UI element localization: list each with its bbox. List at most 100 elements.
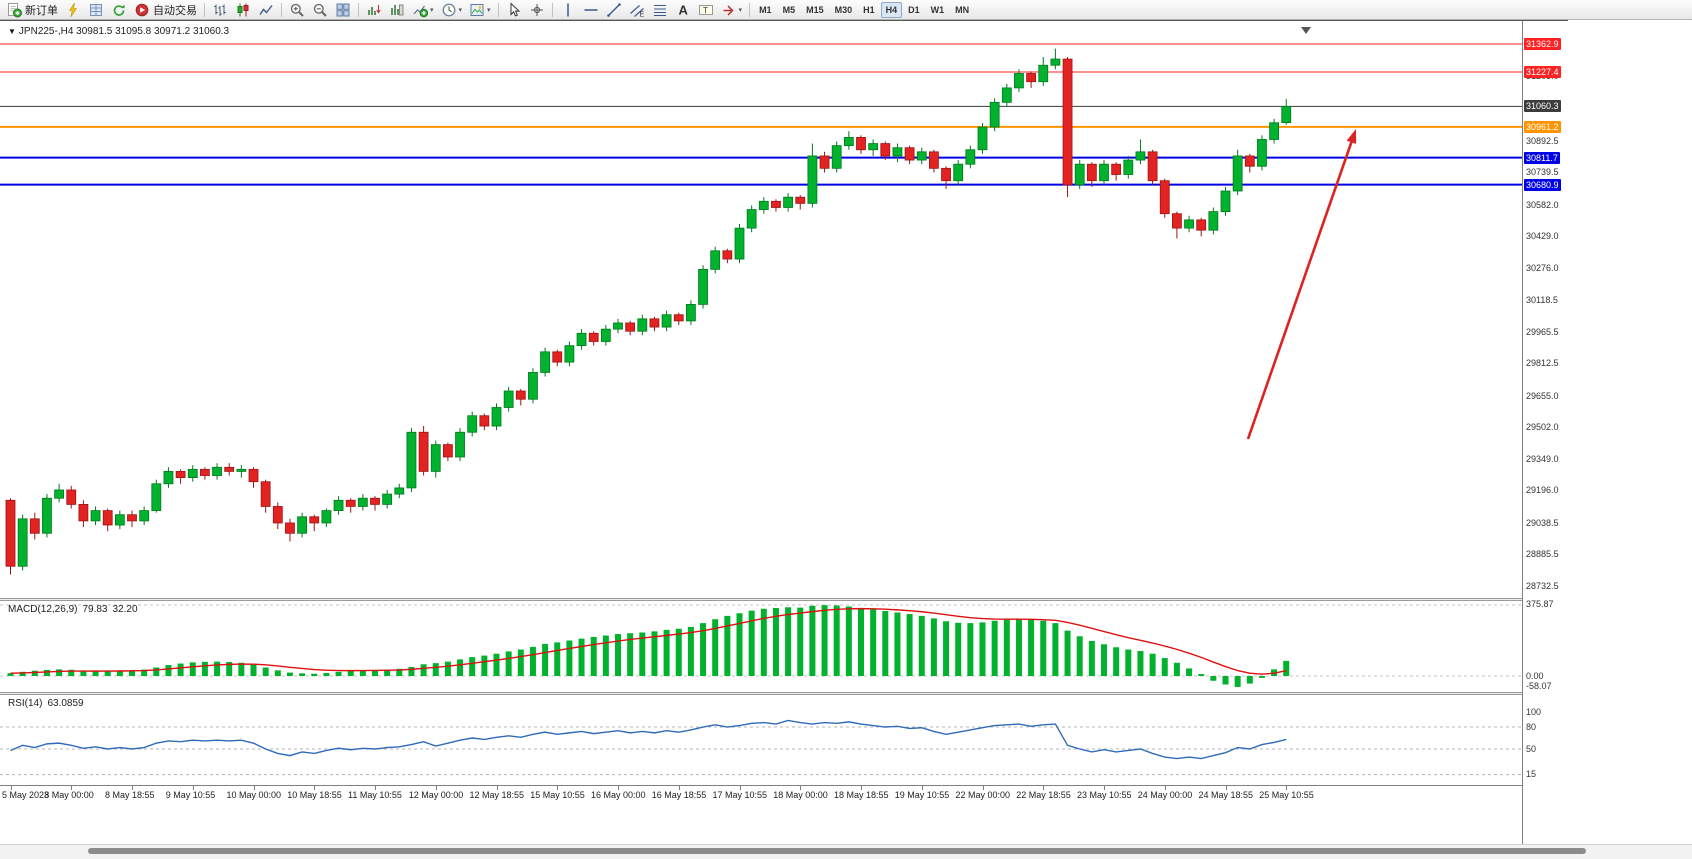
refresh-button[interactable] (108, 1, 130, 19)
date-tick (1043, 786, 1045, 790)
rsi-line (10, 719, 1287, 760)
timeframe-m15-button[interactable]: M15 (806, 4, 824, 15)
macd-histogram (7, 605, 1290, 687)
depth-button[interactable] (85, 1, 107, 19)
candle (625, 320, 636, 336)
candle (139, 506, 150, 526)
macd-axis-label: 375.87 (1526, 599, 1554, 610)
zoom-in-icon (290, 3, 304, 17)
macd-panel[interactable] (0, 601, 1522, 693)
zoom-out-button[interactable] (309, 1, 331, 19)
chart-title: ▼ JPN225-,H4 30981.5 31095.8 30971.2 3106… (8, 26, 229, 37)
template-button[interactable]: ▾ (466, 1, 494, 19)
candle (771, 199, 781, 212)
rsi-panel[interactable] (0, 695, 1522, 785)
candle (637, 314, 648, 336)
text-label-button[interactable]: T (695, 1, 717, 19)
price-axis-label: 29038.5 (1526, 517, 1559, 528)
candle (1172, 211, 1182, 239)
candle (187, 465, 198, 482)
lightning-button[interactable] (62, 1, 84, 19)
price-axis-label: 29655.0 (1526, 390, 1559, 401)
vline-button[interactable] (557, 1, 579, 19)
date-tick (253, 786, 255, 790)
indicator-list-button[interactable] (363, 1, 385, 19)
text-button[interactable]: A (672, 1, 694, 19)
clock-button[interactable]: ▾ (438, 1, 466, 19)
candle-chart-button[interactable] (232, 1, 254, 19)
timeframe-m30-button[interactable]: M30 (834, 4, 853, 15)
data-window-button[interactable] (386, 1, 408, 19)
timeframe-mn-button[interactable]: MN (955, 4, 970, 15)
autotrade-button[interactable]: 自动交易 (131, 1, 200, 19)
candle (1123, 155, 1134, 179)
timeframe-m5-button[interactable]: M5 (782, 4, 796, 15)
timeframe-m1-button[interactable]: M1 (759, 4, 772, 15)
dropdown-caret-icon: ▾ (458, 6, 463, 14)
autotrade-icon (135, 3, 149, 16)
channel-button[interactable]: E (626, 1, 648, 19)
new-order-button[interactable]: 新订单 (3, 1, 61, 19)
candle (941, 166, 951, 189)
fibonacci-button[interactable] (649, 1, 671, 19)
cursor-button[interactable] (503, 1, 525, 19)
line-chart-button[interactable] (255, 1, 277, 19)
candle (345, 498, 356, 513)
candle (1062, 56, 1073, 198)
main-chart[interactable] (0, 25, 1522, 599)
date-label: 18 May 00:00 (773, 790, 828, 800)
horizontal-scrollbar[interactable] (0, 844, 1692, 859)
timeframe-w1-button[interactable]: W1 (930, 4, 945, 15)
date-tick (800, 786, 802, 790)
crosshair-button[interactable] (526, 1, 548, 19)
candle (175, 469, 186, 484)
panel-separator[interactable] (0, 598, 1568, 601)
date-label: 16 May 18:55 (651, 790, 707, 800)
date-label: 22 May 18:55 (1016, 790, 1071, 800)
chart-menu-icon[interactable]: ▼ (8, 27, 16, 36)
vline-icon (566, 3, 569, 16)
dropdown-caret-icon: ▾ (487, 6, 491, 14)
bar-chart-button[interactable] (209, 1, 231, 19)
timeframe-h4-button[interactable]: H4 (880, 1, 903, 18)
candle (819, 151, 830, 173)
toolbar: 新订单 自动交易 ▾ ▾ ▾ E A T ▾ M1 M5 M15 M30 H1 H4 D1 W1 MN (0, 0, 1692, 20)
candle (686, 300, 696, 326)
trendline-icon (606, 2, 621, 17)
trendline-button[interactable] (603, 1, 625, 19)
hline-button[interactable] (580, 1, 602, 19)
rsi-axis-label: 100 (1526, 706, 1542, 717)
chart-shift-marker-icon[interactable] (1301, 27, 1311, 34)
line-chart-icon (259, 4, 273, 15)
dropdown-caret-icon: ▾ (430, 6, 434, 14)
bar-chart-icon (214, 4, 226, 16)
trend-arrow[interactable] (1246, 138, 1354, 440)
candle (1111, 162, 1122, 181)
candle (151, 479, 162, 513)
chart-title-text: JPN225-,H4 30981.5 31095.8 30971.2 31060… (18, 26, 230, 37)
chart-window[interactable]: ▼ JPN225-,H4 30981.5 31095.8 30971.2 3106… (0, 20, 1568, 846)
price-axis-label: 30276.0 (1526, 262, 1559, 273)
timeframe-h1-button[interactable]: H1 (863, 4, 875, 15)
trend-arrow-head (1346, 129, 1357, 144)
date-tick (192, 786, 194, 790)
candle (260, 479, 271, 513)
candle (297, 512, 308, 538)
price-axis-label: 29812.5 (1526, 358, 1559, 369)
zoom-in-button[interactable] (286, 1, 308, 19)
panel-separator[interactable] (0, 692, 1568, 695)
date-tick (739, 786, 741, 790)
candle (1220, 186, 1231, 216)
timeframe-d1-button[interactable]: D1 (908, 4, 920, 15)
date-label: 12 May 18:55 (469, 790, 525, 800)
price-axis-label: 30582.0 (1526, 199, 1559, 210)
candle (831, 141, 842, 173)
toolbar-separator (204, 2, 205, 17)
candle (698, 265, 708, 309)
add-indicator-button[interactable]: ▾ (409, 1, 437, 19)
tile-windows-button[interactable] (332, 1, 354, 19)
shapes-icon (723, 4, 734, 16)
toolbar-separator (749, 2, 751, 17)
scrollbar-thumb[interactable] (88, 848, 1586, 854)
shapes-button[interactable]: ▾ (718, 1, 746, 19)
